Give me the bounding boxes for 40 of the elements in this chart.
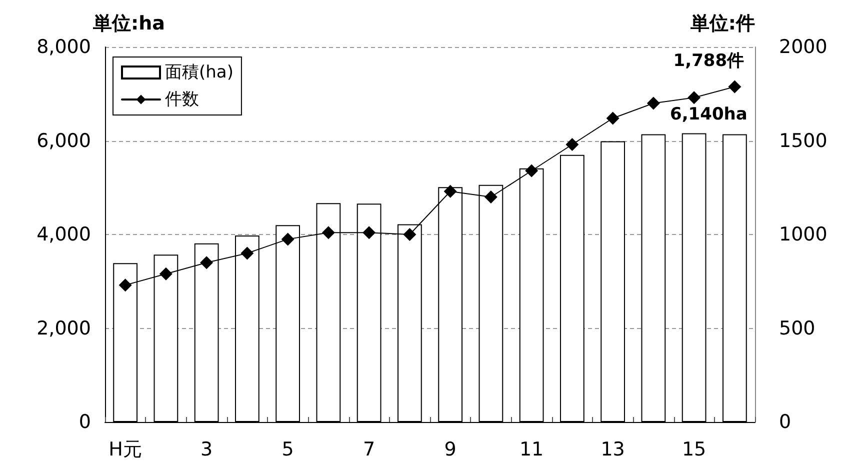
point bbox=[362, 226, 376, 240]
point bbox=[118, 278, 132, 292]
data-label: 6,140ha bbox=[670, 104, 748, 125]
y2-tick-label: 0 bbox=[779, 411, 792, 433]
data-label: 1,788件 bbox=[673, 50, 744, 71]
x-tick-label: 9 bbox=[444, 438, 456, 460]
point bbox=[688, 91, 701, 104]
legend-label: 面積(ha) bbox=[165, 62, 234, 82]
y2-tick-label: 1000 bbox=[779, 224, 828, 246]
y-tick-label: 6,000 bbox=[36, 130, 91, 152]
x-tick-label: 13 bbox=[600, 438, 625, 460]
y2-tick-label: 2000 bbox=[779, 36, 828, 58]
point bbox=[322, 226, 335, 240]
y-tick-label: 4,000 bbox=[36, 224, 91, 246]
point bbox=[240, 246, 254, 260]
x-tick-label: 3 bbox=[200, 438, 213, 460]
y-tick-label: 0 bbox=[78, 411, 91, 433]
point bbox=[566, 138, 579, 151]
point bbox=[444, 184, 457, 198]
point bbox=[525, 164, 538, 178]
y2-tick-label: 1500 bbox=[779, 130, 828, 152]
point bbox=[646, 96, 660, 110]
x-tick-label: H元 bbox=[108, 438, 142, 460]
legend-label: 件数 bbox=[165, 90, 199, 110]
y2-axis-title: 単位:件 bbox=[689, 12, 755, 34]
point bbox=[606, 112, 620, 125]
x-tick-label: 5 bbox=[282, 438, 294, 460]
point bbox=[728, 80, 742, 94]
point bbox=[159, 267, 172, 280]
point bbox=[403, 228, 416, 241]
y-axis-title: 単位:ha bbox=[92, 12, 165, 34]
point bbox=[281, 232, 294, 246]
y2-tick-label: 500 bbox=[779, 317, 816, 340]
y-tick-label: 2,000 bbox=[36, 317, 91, 340]
y-tick-label: 8,000 bbox=[36, 36, 91, 58]
x-tick-label: 11 bbox=[519, 438, 544, 460]
point bbox=[200, 256, 214, 270]
point bbox=[484, 190, 498, 204]
x-tick-label: 15 bbox=[682, 438, 706, 460]
x-tick-label: 7 bbox=[363, 438, 376, 460]
